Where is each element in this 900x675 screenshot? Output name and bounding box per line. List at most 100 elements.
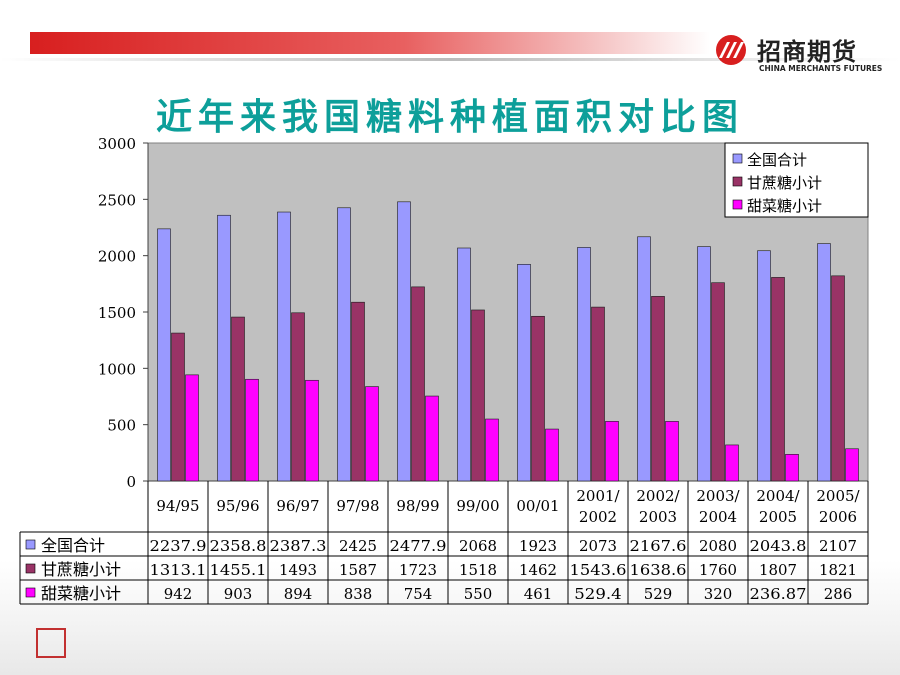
legend-swatch xyxy=(732,199,743,210)
bar-total xyxy=(697,246,711,482)
x-tick-label: 2005/ xyxy=(816,487,860,505)
bar-beet xyxy=(605,421,619,482)
x-tick-label: 2006 xyxy=(819,508,857,526)
table-cell: 903 xyxy=(224,585,253,603)
table-cell: 2237.9 xyxy=(150,537,207,555)
table-cell: 529.4 xyxy=(574,585,622,603)
x-tick-label: 00/01 xyxy=(516,497,559,515)
x-tick-label: 2003/ xyxy=(696,487,740,505)
legend-label: 全国合计 xyxy=(747,151,807,169)
x-tick-label: 97/98 xyxy=(336,497,379,515)
bar-beet xyxy=(305,379,319,482)
table-cell: 1462 xyxy=(519,561,557,579)
bar-cane xyxy=(591,306,605,482)
table-cell: 2425 xyxy=(339,537,377,555)
table-cell: 2073 xyxy=(579,537,617,555)
footer-gradient xyxy=(0,560,900,675)
legend-label: 甜菜糖小计 xyxy=(747,197,822,215)
table-cell: 1518 xyxy=(459,561,497,579)
bar-cane xyxy=(831,275,845,482)
bar-total xyxy=(757,250,771,482)
bar-total xyxy=(637,236,651,482)
bar-cane xyxy=(471,309,485,482)
table-cell: 1807 xyxy=(759,561,797,579)
table-cell: 942 xyxy=(164,585,193,603)
bar-beet xyxy=(185,374,199,482)
table-cell: 754 xyxy=(404,585,433,603)
table-cell: 1313.1 xyxy=(150,561,207,579)
table-cell: 550 xyxy=(464,585,493,603)
header-gray-stripe xyxy=(0,58,900,61)
x-tick-label: 2004/ xyxy=(756,487,800,505)
y-tick-label: 0 xyxy=(126,473,136,491)
bar-beet xyxy=(365,386,379,482)
bar-beet xyxy=(245,378,259,482)
logo-mark-icon xyxy=(716,35,746,65)
table-cell: 461 xyxy=(524,585,553,603)
table-row-swatch xyxy=(25,539,36,550)
company-logo: 招商期货 CHINA MERCHANTS FUTURES xyxy=(713,30,883,80)
bar-total xyxy=(817,243,831,482)
legend-swatch xyxy=(732,176,743,187)
y-tick-label: 2000 xyxy=(98,248,136,266)
table-cell: 236.87 xyxy=(750,585,807,603)
table-row-label: 甜菜糖小计 xyxy=(41,584,121,603)
bar-total xyxy=(157,228,171,482)
bar-beet xyxy=(485,418,499,482)
table-row-swatch xyxy=(25,587,36,598)
table-cell: 838 xyxy=(344,585,373,603)
bar-total xyxy=(337,207,351,482)
x-tick-label: 2002/ xyxy=(636,487,680,505)
page-title: 近年来我国糖料种植面积对比图 xyxy=(155,96,744,138)
table-cell: 1760 xyxy=(699,561,737,579)
table-cell: 1923 xyxy=(519,537,557,555)
bar-total xyxy=(397,201,411,482)
x-tick-label: 98/99 xyxy=(396,497,439,515)
bar-beet xyxy=(785,454,799,482)
table-row-label: 全国合计 xyxy=(41,536,105,555)
table-cell: 2080 xyxy=(699,537,737,555)
x-tick-label: 2004 xyxy=(699,508,737,526)
table-cell: 286 xyxy=(824,585,853,603)
y-tick-label: 2500 xyxy=(98,191,136,209)
x-tick-label: 2001/ xyxy=(576,487,620,505)
bar-total xyxy=(517,264,531,482)
x-tick-label: 94/95 xyxy=(156,497,199,515)
table-cell: 2107 xyxy=(819,537,857,555)
bar-total xyxy=(577,247,591,482)
table-cell: 1638.6 xyxy=(630,561,687,579)
logo-name: 招商期货 xyxy=(757,38,857,66)
table-cell: 2167.6 xyxy=(630,537,687,555)
bar-beet xyxy=(725,444,739,482)
table-cell: 2068 xyxy=(459,537,497,555)
x-tick-label: 99/00 xyxy=(456,497,499,515)
bar-beet xyxy=(665,421,679,482)
y-tick-label: 3000 xyxy=(98,135,136,153)
table-cell: 1821 xyxy=(819,561,857,579)
legend-box xyxy=(724,142,869,218)
bar-cane xyxy=(411,286,425,482)
bar-cane xyxy=(771,277,785,482)
seal-stamp xyxy=(36,628,66,658)
bar-cane xyxy=(531,315,545,482)
table-cell: 1493 xyxy=(279,561,317,579)
bar-cane xyxy=(171,332,185,482)
legend-swatch xyxy=(732,153,743,164)
bar-cane xyxy=(651,296,665,482)
x-tick-label: 95/96 xyxy=(216,497,259,515)
y-tick-label: 500 xyxy=(107,417,136,435)
table-row-swatch xyxy=(25,563,36,574)
x-tick-label: 2003 xyxy=(639,508,677,526)
table-cell: 894 xyxy=(284,585,313,603)
table-cell: 1455.1 xyxy=(210,561,267,579)
table-cell: 2387.3 xyxy=(270,537,327,555)
bar-beet xyxy=(425,395,439,482)
table-row-label: 甘蔗糖小计 xyxy=(41,560,121,579)
bar-beet xyxy=(545,428,559,482)
header-red-bar xyxy=(30,32,710,54)
bar-total xyxy=(277,211,291,482)
bar-cane xyxy=(351,301,365,482)
legend-label: 甘蔗糖小计 xyxy=(747,174,822,192)
table-cell: 529 xyxy=(644,585,673,603)
